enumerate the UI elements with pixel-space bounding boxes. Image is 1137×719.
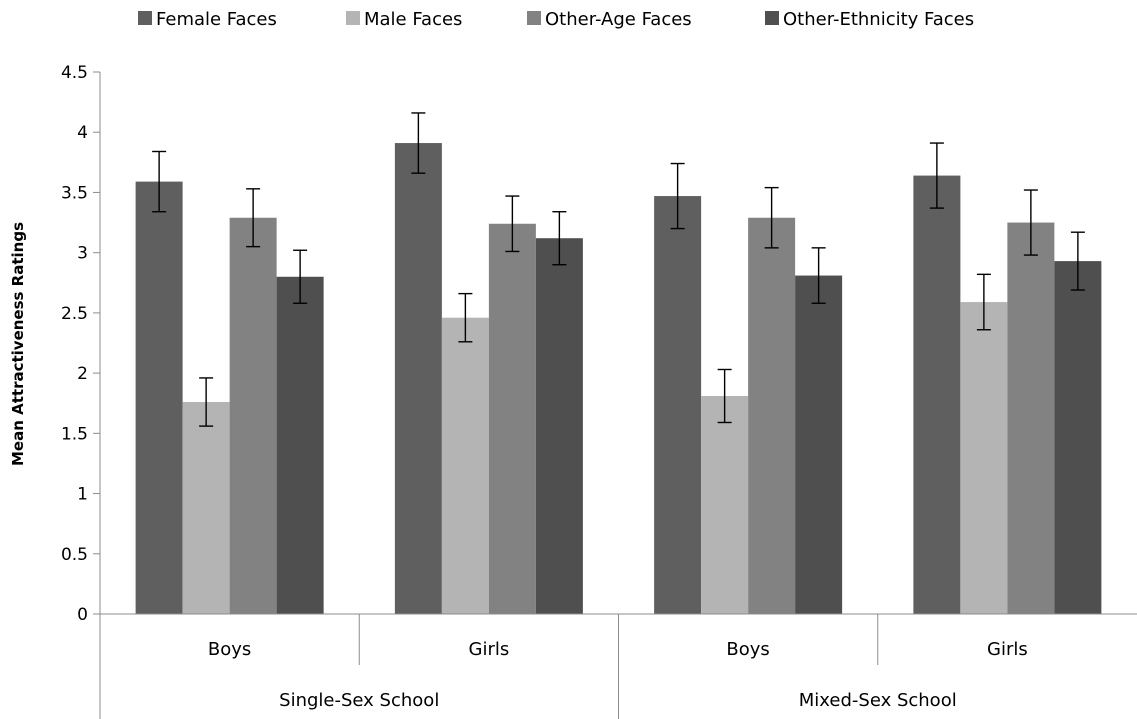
y-tick-label: 0 <box>77 605 88 625</box>
y-tick-label: 2.5 <box>61 304 88 324</box>
x-axis: Boys Girls Boys Girls Single-Sex School Mixed… <box>100 613 1137 719</box>
legend-label: Other-Ethnicity Faces <box>783 9 974 30</box>
y-tick-label: 2 <box>77 364 88 384</box>
y-tick-label: 0.5 <box>61 545 88 565</box>
y-tick-label: 1.5 <box>61 424 88 444</box>
legend-label: Male Faces <box>364 9 462 30</box>
bar <box>535 238 583 615</box>
bar <box>394 143 442 614</box>
group-label: Mixed-Sex School <box>799 690 957 711</box>
category-label: Boys <box>208 639 251 660</box>
y-tick-label: 1 <box>77 485 88 505</box>
y-tick-label: 3.5 <box>61 183 88 203</box>
bar <box>1007 222 1055 615</box>
legend-swatch <box>346 11 360 25</box>
y-tick-label: 4.5 <box>61 63 88 83</box>
bar <box>488 223 536 614</box>
category-label: Boys <box>726 639 769 660</box>
bar <box>229 217 277 614</box>
bar <box>1054 261 1102 614</box>
bar <box>960 302 1008 614</box>
bar <box>654 196 702 614</box>
legend: Female Faces Male Faces Other-Age Faces Oth… <box>138 9 974 30</box>
y-tick-label: 3 <box>77 244 88 264</box>
bar <box>795 275 843 614</box>
bar <box>135 181 183 615</box>
category-label: Girls <box>469 639 510 660</box>
category-label: Girls <box>987 639 1028 660</box>
bar <box>913 175 961 615</box>
group-label: Single-Sex School <box>279 690 439 711</box>
y-axis-label: Mean Attractiveness Ratings <box>9 222 27 466</box>
bar <box>276 276 324 614</box>
legend-swatch <box>138 11 152 25</box>
legend-label: Female Faces <box>156 9 277 30</box>
y-axis: 0 0.5 1 1.5 2 2.5 3 3.5 4 4.5 <box>61 63 101 719</box>
bar <box>182 402 230 614</box>
bar <box>441 317 489 614</box>
y-tick-label: 4 <box>77 123 88 143</box>
bar <box>748 217 796 614</box>
legend-swatch <box>765 11 779 25</box>
error-bars <box>152 112 1085 427</box>
legend-label: Other-Age Faces <box>545 9 692 30</box>
bar <box>701 395 749 614</box>
legend-swatch <box>527 11 541 25</box>
bars <box>135 143 1102 615</box>
